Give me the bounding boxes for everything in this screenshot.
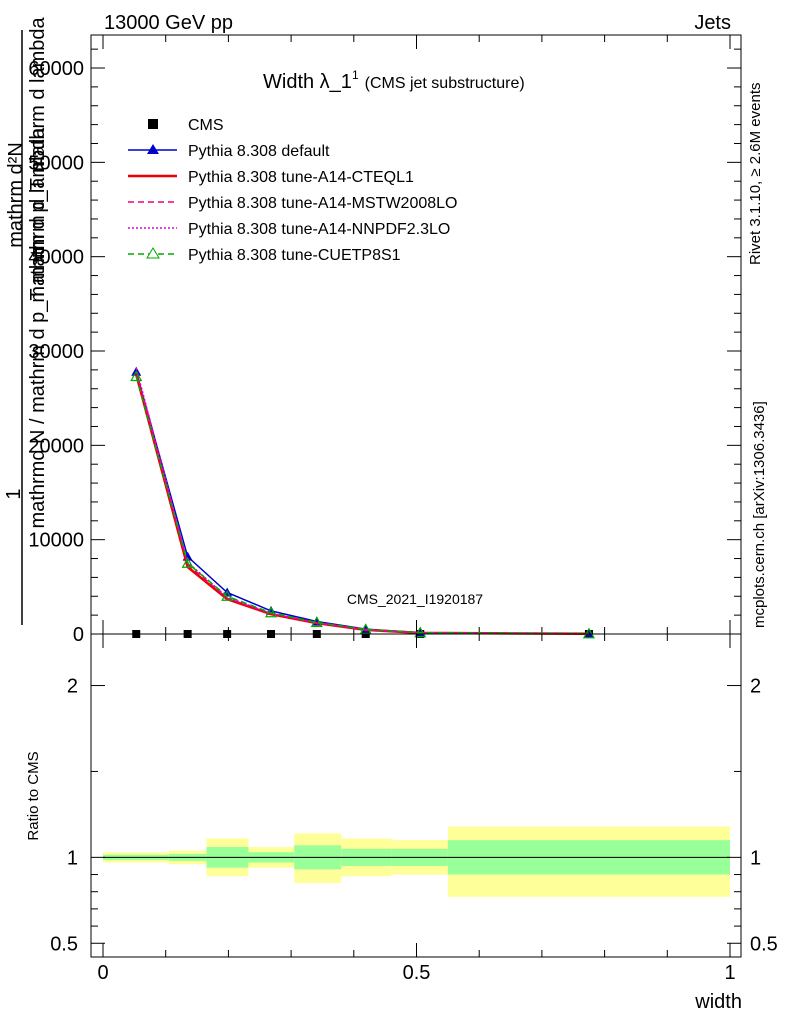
legend-item: Pythia 8.308 tune-CUETP8S1 (128, 247, 401, 264)
ytick-label: 40000 (28, 247, 84, 269)
ratio-frame (90, 633, 742, 958)
xtick-label: 1 (724, 962, 735, 984)
series-pythia-8-308-tune-cuetp8s1 (130, 370, 595, 639)
ytick-label: 30000 (28, 341, 84, 363)
header-right: Jets (694, 12, 731, 34)
legend-item: Pythia 8.308 default (128, 143, 330, 160)
ratio-ylabel: Ratio to CMS (25, 751, 42, 840)
legend-item: Pythia 8.308 tune-A14-NNPDF2.3LO (128, 221, 450, 238)
watermark: CMS_2021_I1920187 (347, 591, 483, 607)
data-point (414, 626, 427, 638)
legend: CMS Pythia 8.308 default Pythia 8.308 tune… (128, 117, 457, 264)
data-point (359, 623, 372, 635)
xtick-label: 0.5 (403, 962, 431, 984)
ratio-ytick-label-right: 2 (750, 676, 761, 698)
legend-label: Pythia 8.308 tune-A14-NNPDF2.3LO (188, 221, 450, 238)
series-line (135, 376, 589, 635)
ratio-axis-ticks: 0.5 0.5 1 1 2 2 0 0.5 1 (50, 634, 778, 984)
legend-label: Pythia 8.308 tune-A14-CTEQL1 (188, 169, 414, 186)
legend-item: Pythia 8.308 tune-A14-CTEQL1 (128, 169, 414, 186)
legend-marker (146, 247, 160, 259)
ratio-ytick-label-right: 0.5 (750, 933, 778, 955)
data-point (582, 627, 595, 639)
ylabel-line1: mathrm d²N (5, 142, 27, 248)
ratio-bands (103, 826, 730, 897)
legend-item: CMS (148, 117, 224, 134)
legend-label: Pythia 8.308 tune-CUETP8S1 (188, 247, 401, 264)
ratio-ytick-label-right: 1 (750, 847, 761, 869)
data-point (181, 557, 194, 568)
data-point (130, 370, 143, 382)
legend-swatch (148, 119, 158, 129)
data-point (265, 606, 278, 618)
xlabel: width (694, 991, 742, 1013)
legend-label: Pythia 8.308 default (188, 143, 330, 160)
ytick-label: 20000 (28, 435, 84, 457)
data-point (310, 616, 323, 627)
main-axis-ticks: 0 10000 20000 30000 40000 50000 60000 (28, 35, 741, 646)
legend-marker (147, 144, 159, 154)
ytick-label: 50000 (28, 152, 84, 174)
data-point (221, 590, 234, 601)
ytick-label: 60000 (28, 58, 84, 80)
ratio-ytick-label: 0.5 (50, 933, 78, 955)
legend-label: Pythia 8.308 tune-A14-MSTW2008LO (188, 195, 457, 212)
xtick-label: 0 (97, 962, 108, 984)
ylabel-denominator: mathrmd N / mathrm d p_T mathrm d lambda (27, 127, 49, 529)
ytick-label: 0 (73, 624, 84, 646)
rivet-label: Rivet 3.1.10, ≥ 2.6M events (747, 83, 764, 266)
plot-title: Width λ_11 (CMS jet substructure) (263, 68, 525, 93)
ratio-ytick-label: 2 (67, 676, 78, 698)
legend-label: CMS (188, 117, 224, 134)
main-ylabel: 1 mathrmd N / mathrm d p_T mathrm d lamb… (3, 16, 49, 625)
ratio-ytick-label: 1 (67, 847, 78, 869)
ylabel-numerator: 1 (3, 488, 25, 499)
header-left: 13000 GeV pp (104, 12, 233, 34)
ylabel-line2: mathrm d p_T mathrm d lambda (27, 16, 49, 302)
mcplots-label: mcplots.cern.ch [arXiv:1306.3436] (751, 401, 768, 628)
ytick-label: 10000 (28, 530, 84, 552)
legend-item: Pythia 8.308 tune-A14-MSTW2008LO (128, 195, 457, 212)
